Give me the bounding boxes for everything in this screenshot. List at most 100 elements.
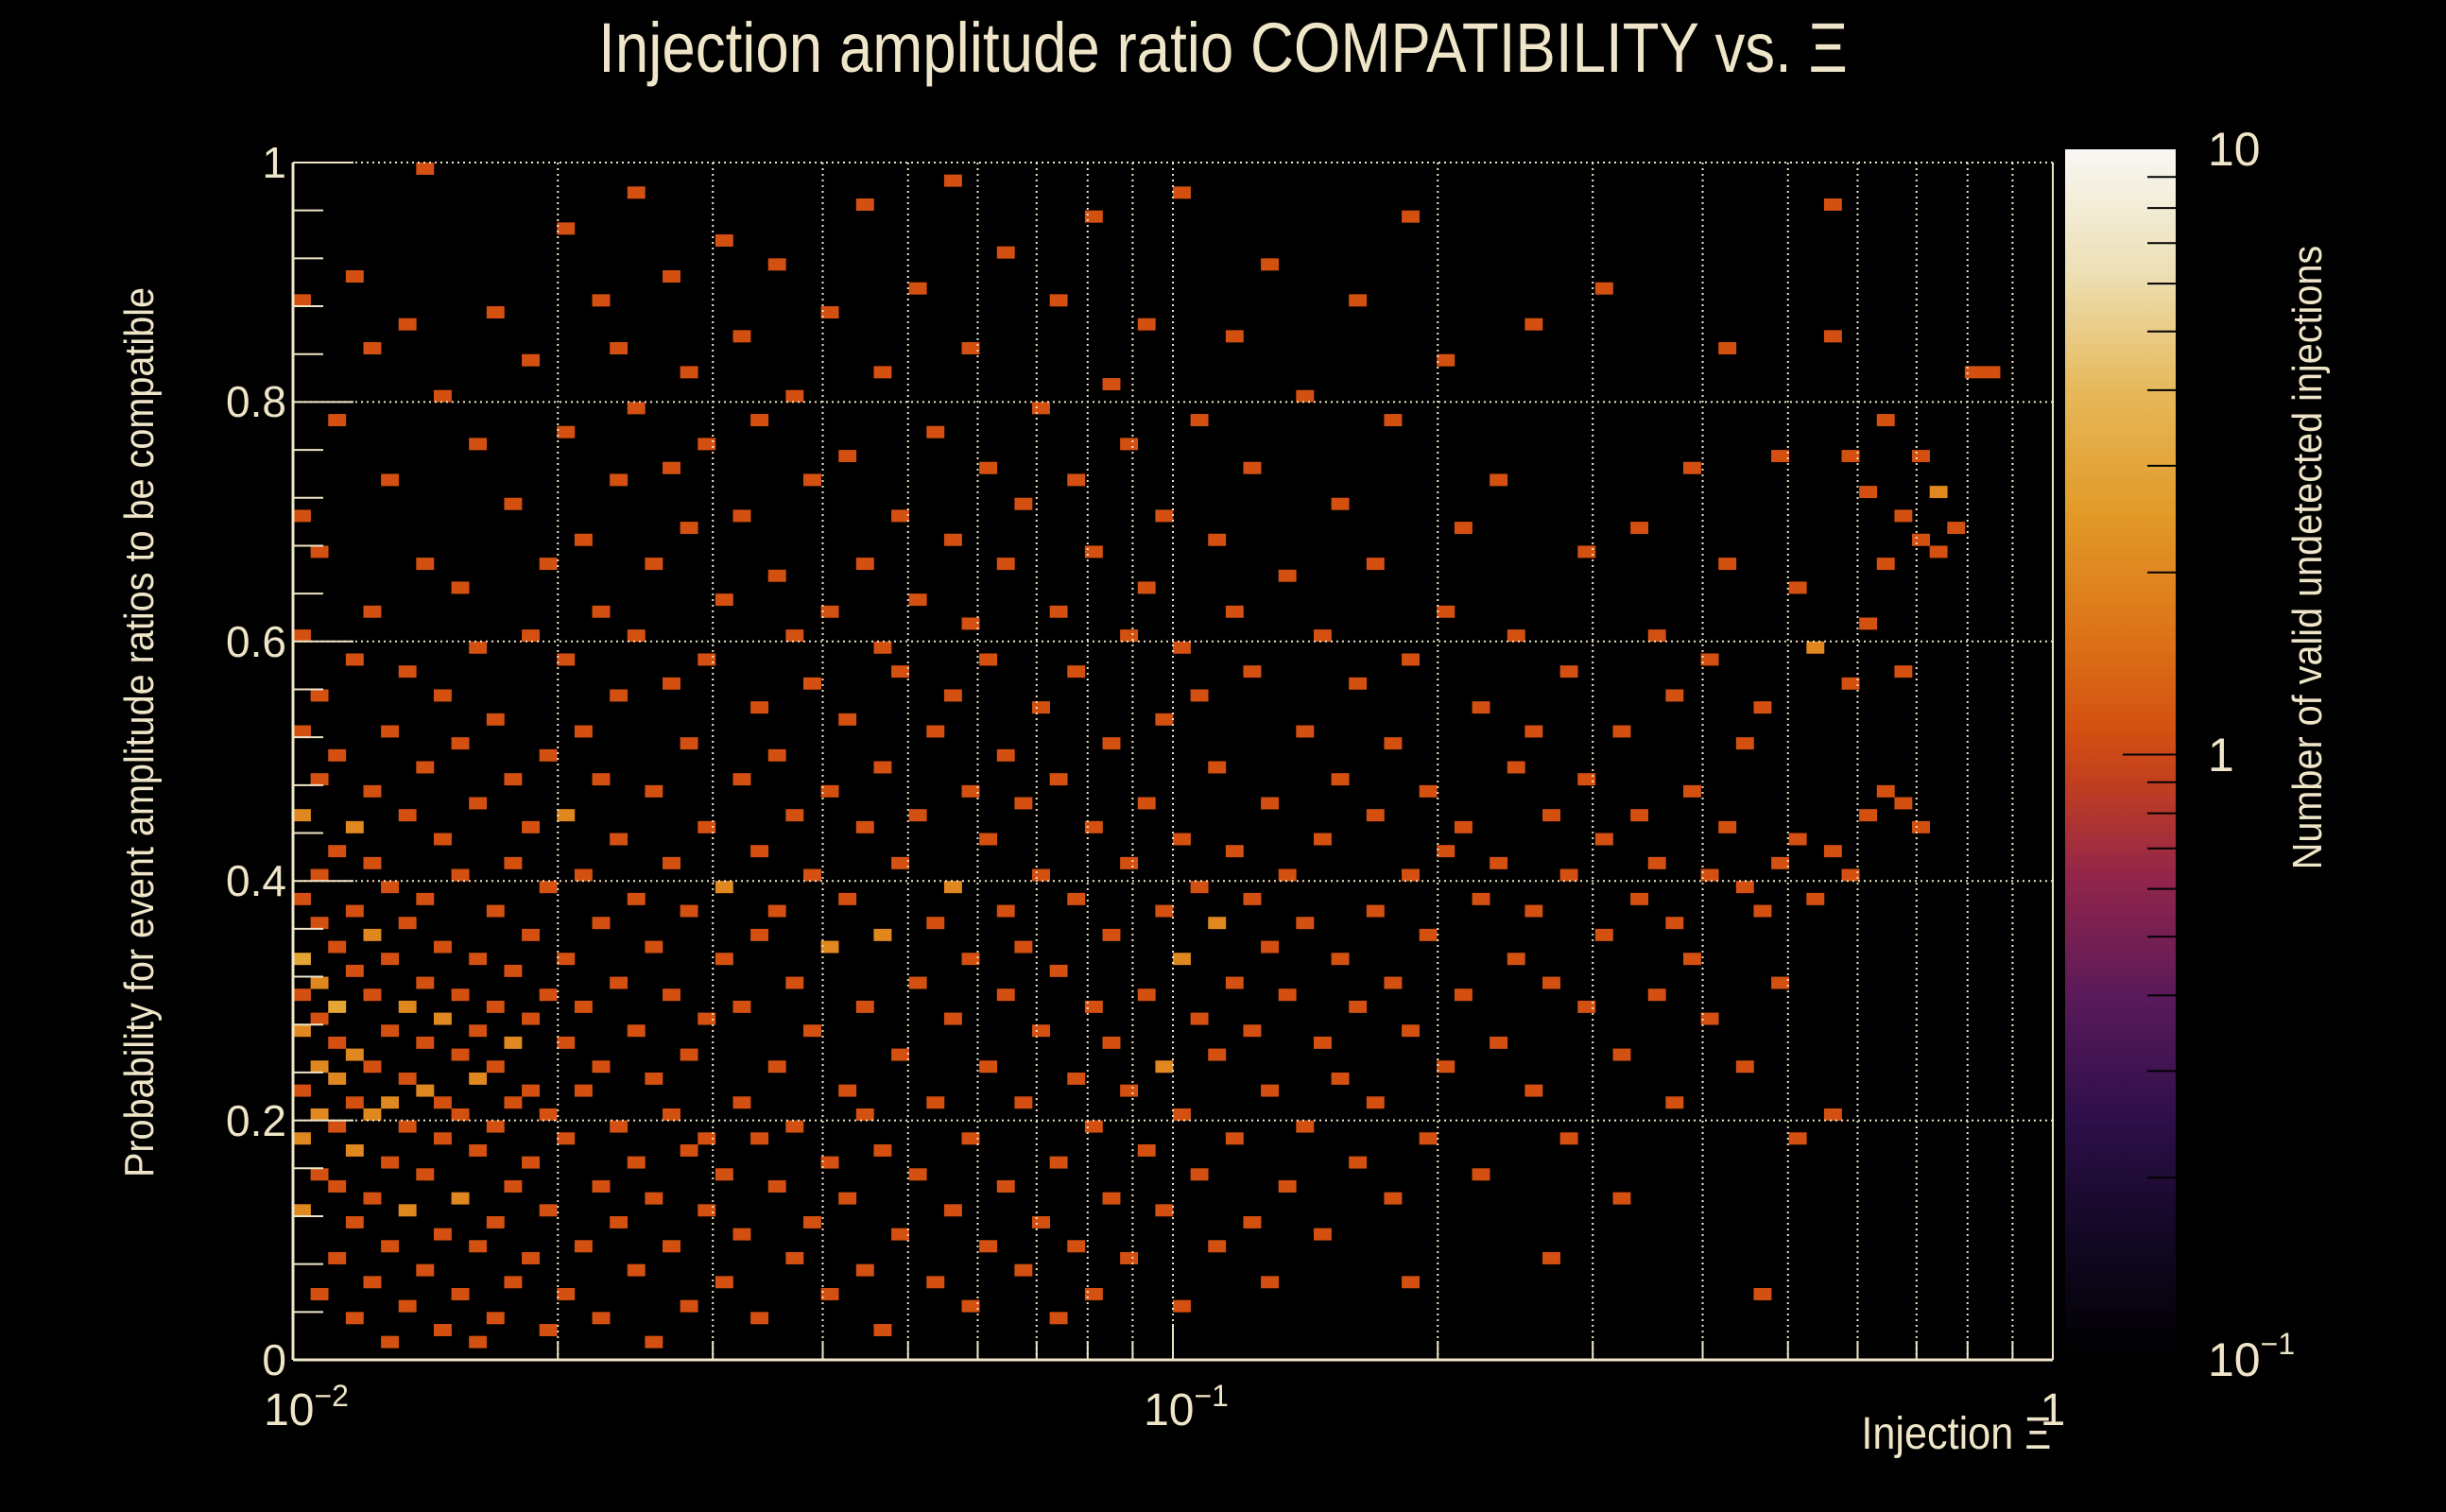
colorbar-tick-label-base: 10: [2208, 123, 2261, 176]
heatmap-cell: [680, 522, 698, 535]
heatmap-cell: [767, 748, 786, 762]
heatmap-cell: [1208, 917, 1227, 930]
heatmap-cell: [310, 1060, 329, 1074]
heatmap-cell: [398, 809, 417, 822]
heatmap-cell: [750, 701, 769, 714]
heatmap-cell: [1278, 868, 1297, 882]
heatmap-cell: [1472, 701, 1490, 714]
heatmap-cell: [732, 1228, 751, 1241]
heatmap-cell: [433, 940, 452, 954]
heatmap-cell: [1155, 509, 1174, 523]
heatmap-cell: [1876, 414, 1895, 427]
heatmap-cell: [1823, 845, 1842, 858]
heatmap-cell: [293, 809, 311, 822]
heatmap-cell: [961, 617, 980, 630]
heatmap-cell: [1084, 1120, 1103, 1133]
heatmap-cell: [1735, 737, 1754, 750]
heatmap-cell: [469, 1072, 488, 1085]
y-tick-label: 0.2: [226, 1095, 286, 1146]
heatmap-cell: [1402, 653, 1420, 666]
heatmap-cell: [1700, 1012, 1719, 1025]
heatmap-cell: [1559, 665, 1578, 679]
heatmap-cell: [345, 1215, 364, 1228]
heatmap-cell: [469, 1335, 488, 1349]
heatmap-cell: [996, 246, 1015, 259]
chart-title: Injection amplitude ratio COMPATIBILITY …: [598, 9, 1848, 87]
heatmap-cell: [855, 820, 874, 833]
heatmap-cell: [1349, 1156, 1368, 1169]
heatmap-cell: [310, 773, 329, 786]
heatmap-cell: [1137, 318, 1156, 331]
heatmap-cell: [732, 773, 751, 786]
heatmap-cell: [855, 1263, 874, 1277]
heatmap-cell: [1682, 953, 1701, 966]
heatmap-cell: [1612, 725, 1631, 738]
heatmap-cell: [1630, 892, 1649, 905]
heatmap-cell: [961, 953, 980, 966]
heatmap-cell: [1507, 953, 1525, 966]
heatmap-cell: [1102, 378, 1121, 391]
heatmap-cell: [433, 389, 452, 403]
heatmap-cell: [310, 1287, 329, 1300]
heatmap-cell: [1402, 1276, 1420, 1289]
heatmap-cell: [908, 1168, 927, 1181]
heatmap-cell: [1419, 1132, 1438, 1145]
y-tick-label-base: 0: [262, 1335, 286, 1384]
heatmap-cell: [1402, 1024, 1420, 1038]
heatmap-cell: [979, 461, 998, 474]
heatmap-cell: [979, 1240, 998, 1253]
heatmap-cell: [645, 1192, 663, 1205]
heatmap-cell: [1402, 868, 1420, 882]
heatmap-cell: [328, 845, 347, 858]
heatmap-cell: [1841, 450, 1860, 463]
heatmap-cell: [680, 366, 698, 379]
heatmap-cell: [732, 509, 751, 523]
heatmap-cell: [345, 1048, 364, 1061]
heatmap-cell: [767, 569, 786, 582]
heatmap-cell: [310, 545, 329, 558]
heatmap-cell: [574, 1240, 593, 1253]
heatmap-cell: [1173, 1299, 1191, 1313]
heatmap-cell: [1929, 486, 1948, 499]
heatmap-cell: [1261, 940, 1280, 954]
heatmap-cell: [574, 725, 593, 738]
heatmap-cell: [996, 904, 1015, 918]
heatmap-cell: [1753, 701, 1772, 714]
heatmap-cell: [610, 1215, 629, 1228]
heatmap-cell: [1753, 904, 1772, 918]
heatmap-cell: [996, 748, 1015, 762]
heatmap-cell: [574, 1084, 593, 1097]
heatmap-cell: [961, 784, 980, 798]
heatmap-cell: [1542, 809, 1560, 822]
heatmap-cell: [1190, 414, 1209, 427]
heatmap-cell: [557, 953, 576, 966]
heatmap-cell: [1524, 318, 1543, 331]
heatmap-cell: [1084, 1000, 1103, 1013]
heatmap-cell: [522, 820, 540, 833]
heatmap-cell: [926, 425, 945, 438]
colorbar-tick-label-exponent: −1: [2260, 1327, 2296, 1361]
heatmap-cell: [1771, 450, 1789, 463]
heatmap-cell: [398, 1204, 417, 1217]
heatmap-cell: [979, 833, 998, 846]
heatmap-cell: [785, 389, 804, 403]
heatmap-cell: [310, 1012, 329, 1025]
heatmap-cell: [1102, 737, 1121, 750]
heatmap-cell: [1313, 629, 1332, 643]
heatmap-cell: [802, 473, 821, 487]
heatmap-cell: [1261, 1084, 1280, 1097]
heatmap-cell: [750, 845, 769, 858]
heatmap-cell: [1524, 1084, 1543, 1097]
heatmap-cell: [1366, 904, 1385, 918]
heatmap-cell: [820, 605, 839, 618]
heatmap-cell: [1788, 581, 1807, 594]
heatmap-cell: [663, 856, 680, 869]
heatmap-cell: [1841, 677, 1860, 690]
heatmap-cell: [1190, 1012, 1209, 1025]
heatmap-cell: [451, 1108, 470, 1121]
heatmap-cell: [381, 473, 400, 487]
heatmap-cell: [1647, 629, 1666, 643]
heatmap-cell: [1331, 1072, 1350, 1085]
heatmap-cell: [979, 1060, 998, 1074]
heatmap-cell: [1630, 809, 1649, 822]
